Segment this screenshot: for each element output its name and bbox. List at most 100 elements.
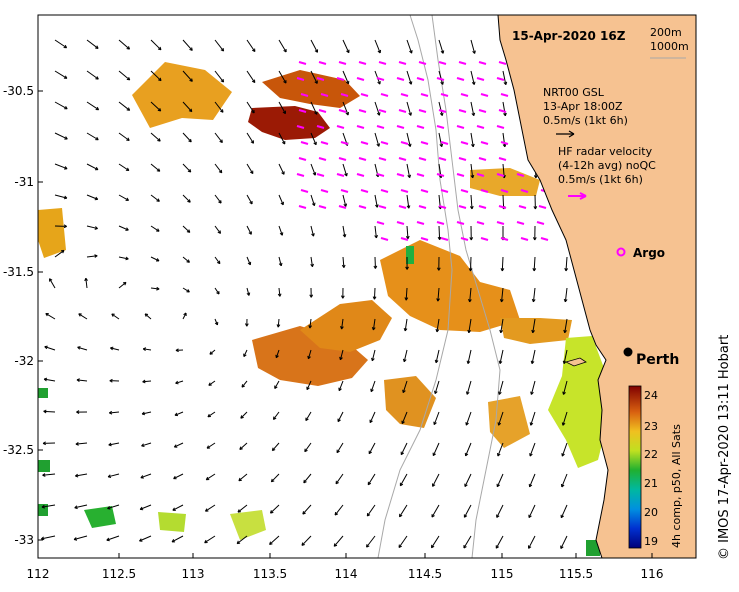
nrt-arrowhead bbox=[60, 249, 65, 254]
nrt-arrowhead bbox=[308, 325, 313, 329]
nrt-arrow bbox=[465, 411, 472, 426]
hf-arrow bbox=[316, 125, 325, 129]
nrt-arrow bbox=[433, 411, 440, 425]
nrt-arrow bbox=[86, 194, 98, 200]
nrt-arrowhead bbox=[156, 168, 161, 172]
nrt-arrow bbox=[532, 287, 536, 302]
nrt-arrow bbox=[368, 442, 376, 454]
nrt-arrowhead bbox=[314, 111, 318, 115]
hf-arrow bbox=[420, 93, 429, 97]
nrt-arrowhead bbox=[219, 139, 223, 144]
nrt-arrowhead bbox=[376, 112, 381, 116]
hf-arrow bbox=[540, 237, 549, 241]
hf-arrow bbox=[440, 237, 449, 241]
hf-arrow bbox=[436, 77, 445, 81]
nrt-arrow bbox=[564, 287, 568, 302]
nrt-arrowhead bbox=[271, 447, 276, 452]
hf-arrow bbox=[440, 93, 449, 97]
nrt-arrow bbox=[337, 411, 344, 422]
nrt-arrowhead bbox=[373, 265, 378, 269]
nrt-arrowhead bbox=[155, 258, 160, 262]
nrt-arrow bbox=[240, 411, 248, 419]
nrt-arrowhead bbox=[374, 234, 378, 239]
nrt-arrow bbox=[205, 473, 216, 481]
hf-arrow bbox=[436, 221, 445, 225]
nrt-arrow bbox=[334, 504, 344, 516]
nrt-arrowhead bbox=[502, 143, 507, 148]
nrt-arrowhead bbox=[399, 482, 404, 487]
nrt-arrow bbox=[209, 349, 216, 355]
nrt-arrowhead bbox=[495, 545, 500, 549]
hf-arrow bbox=[460, 189, 469, 193]
nrt-arrowhead bbox=[248, 231, 252, 235]
nrt-arrow bbox=[374, 39, 381, 54]
nrt-arrow bbox=[246, 70, 256, 83]
nrt-arrow bbox=[45, 313, 56, 320]
nrt-arrowhead bbox=[529, 422, 534, 426]
hf-arrow bbox=[496, 125, 505, 129]
nrt-arrow bbox=[271, 473, 280, 483]
plot-border bbox=[37, 14, 697, 559]
nrt-arrow bbox=[342, 225, 346, 238]
nrt-arrow bbox=[406, 39, 413, 54]
nrt-arrow bbox=[214, 225, 221, 234]
x-tick-label: 116 bbox=[641, 567, 664, 581]
hf-arrow bbox=[338, 61, 347, 65]
nrt-arrow bbox=[54, 194, 68, 199]
nrt-arrowhead bbox=[108, 442, 112, 447]
hf-arrow bbox=[498, 109, 507, 113]
nrt-arrowhead bbox=[269, 510, 274, 514]
nrt-arrowhead bbox=[375, 204, 379, 208]
nrt-arrowhead bbox=[281, 141, 286, 145]
nrt-arrow bbox=[174, 411, 184, 416]
nrt-arrow bbox=[432, 473, 440, 487]
nrt-arrowhead bbox=[77, 346, 81, 350]
nrt-arrow bbox=[54, 250, 65, 258]
nrt-arrow bbox=[310, 101, 318, 115]
nrt-arrowhead bbox=[496, 483, 500, 488]
nrt-arrowhead bbox=[440, 81, 444, 85]
nrt-arrow bbox=[54, 39, 67, 49]
hf-arrow bbox=[376, 77, 385, 81]
y-tick-label: -32 bbox=[14, 354, 34, 368]
nrt-legend-line2: 13-Apr 18:00Z bbox=[543, 100, 623, 113]
x-tick-label: 113 bbox=[182, 567, 205, 581]
nrt-arrow bbox=[150, 132, 161, 142]
nrt-arrow bbox=[406, 163, 411, 178]
nrt-arrow bbox=[406, 225, 409, 239]
nrt-arrow bbox=[404, 318, 408, 332]
sst-patch-north-offshore bbox=[132, 62, 232, 128]
nrt-arrow bbox=[75, 473, 88, 477]
nrt-arrowhead bbox=[471, 112, 476, 117]
nrt-arrowhead bbox=[156, 198, 160, 202]
nrt-arrow bbox=[528, 504, 536, 518]
nrt-arrowhead bbox=[563, 298, 568, 303]
nrt-arrow bbox=[398, 535, 408, 548]
nrt-arrowhead bbox=[277, 293, 282, 297]
nrt-arrowhead bbox=[189, 47, 193, 51]
nrt-arrow bbox=[436, 318, 440, 332]
nrt-arrow bbox=[278, 132, 286, 145]
hf-arrow bbox=[480, 189, 489, 193]
nrt-arrowhead bbox=[345, 111, 350, 116]
hf-arrow bbox=[300, 141, 309, 145]
nrt-arrow bbox=[175, 380, 184, 384]
nrt-arrow bbox=[306, 380, 312, 390]
nrt-arrowhead bbox=[465, 422, 469, 426]
hf-arrow bbox=[416, 173, 425, 177]
nrt-arrow bbox=[406, 132, 411, 147]
nrt-arrow bbox=[499, 349, 504, 364]
nrt-arrowhead bbox=[464, 452, 469, 457]
nrt-arrow bbox=[342, 39, 350, 53]
nrt-arrowhead bbox=[468, 298, 472, 303]
hf-arrow bbox=[380, 141, 389, 145]
nrt-legend-line1: NRT00 GSL bbox=[543, 86, 605, 99]
nrt-arrow bbox=[173, 473, 184, 480]
nrt-arrowhead bbox=[311, 233, 315, 237]
hf-arrow bbox=[420, 189, 429, 193]
hf-arrow bbox=[520, 189, 529, 193]
nrt-arrowhead bbox=[402, 389, 406, 394]
sst-patch-sw-green bbox=[84, 506, 116, 528]
nrt-arrowhead bbox=[405, 266, 409, 270]
nrt-arrowhead bbox=[251, 109, 255, 114]
